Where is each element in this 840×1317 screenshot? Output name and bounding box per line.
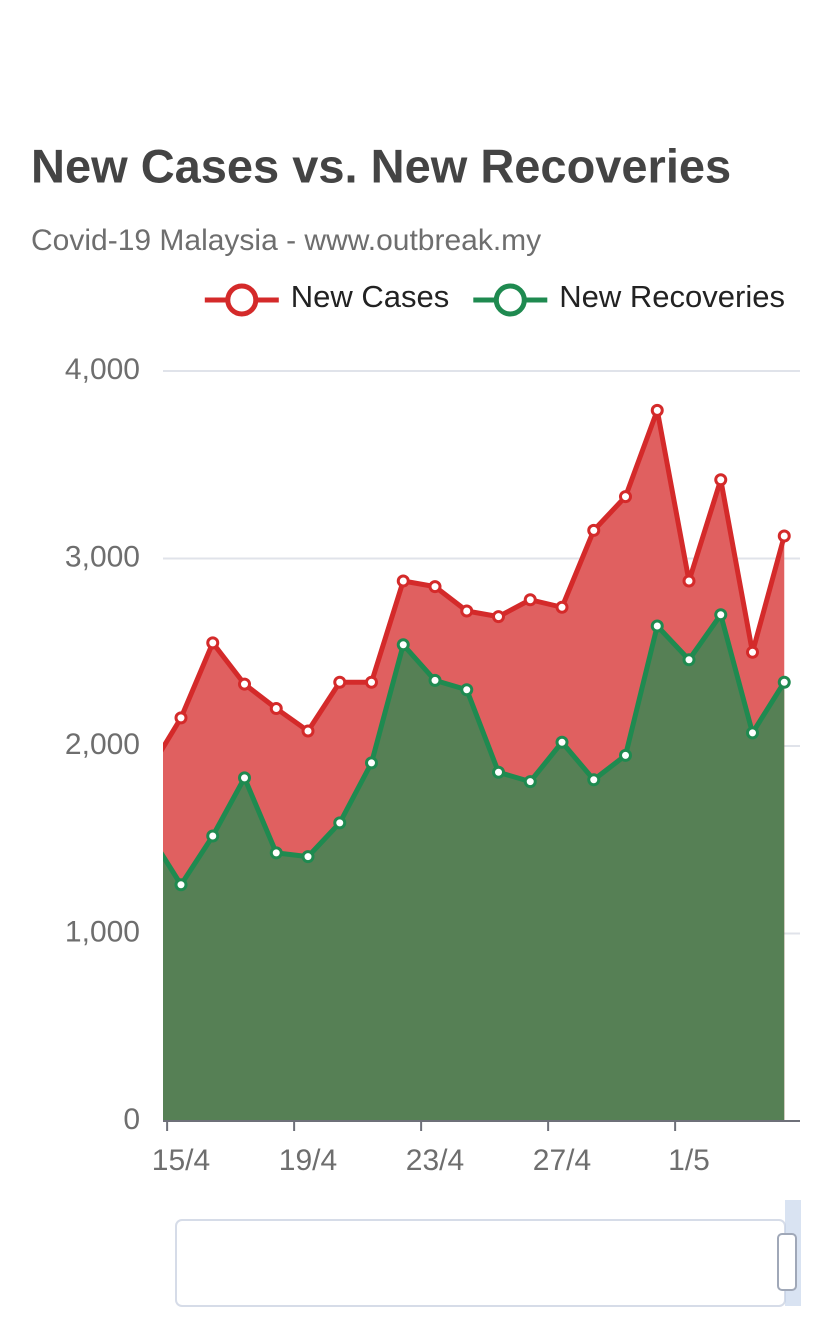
point	[206, 636, 220, 650]
y-tick-label: 2,000	[65, 728, 140, 761]
point	[206, 829, 220, 843]
point	[555, 600, 569, 614]
x-tick-label: 1/5	[668, 1144, 710, 1177]
point	[650, 403, 664, 417]
point	[301, 724, 315, 738]
point	[587, 773, 601, 787]
legend-marker	[493, 283, 527, 317]
legend: New Recoveries New Cases	[204, 279, 785, 317]
point	[428, 580, 442, 594]
point	[777, 529, 791, 543]
point	[714, 608, 728, 622]
zoom-frame	[175, 1219, 786, 1307]
point	[587, 523, 601, 537]
point	[523, 775, 537, 789]
point	[365, 756, 378, 770]
chart-subtitle: Covid-19 Malaysia - www.outbreak.my	[31, 224, 541, 257]
point	[333, 675, 347, 689]
point	[460, 604, 474, 618]
point	[396, 574, 410, 588]
point	[555, 735, 569, 749]
x-tick-label: 15/4	[152, 1144, 210, 1177]
point	[619, 748, 632, 762]
legend-label: New Recoveries	[559, 279, 785, 314]
y-tick-label: 1,000	[65, 915, 140, 948]
point	[301, 850, 315, 864]
point	[777, 675, 791, 689]
chart-title: New Cases vs. New Recoveries	[31, 139, 731, 192]
point	[650, 619, 664, 633]
x-tick-label: 27/4	[533, 1144, 591, 1177]
point	[428, 673, 442, 687]
point	[238, 771, 251, 785]
point	[174, 711, 188, 725]
x-tick-label: 19/4	[279, 1144, 337, 1177]
point	[269, 846, 283, 860]
point	[746, 645, 759, 659]
plot-area	[144, 403, 791, 1121]
point	[144, 765, 154, 775]
zoom-handle[interactable]	[777, 1233, 797, 1291]
point	[238, 677, 251, 691]
legend-label: New Cases	[291, 279, 450, 314]
point	[174, 878, 188, 892]
point	[144, 829, 154, 839]
legend-marker	[225, 283, 259, 317]
point	[682, 574, 696, 588]
area	[163, 614, 785, 1121]
point	[460, 683, 474, 697]
x-tick-label: 23/4	[406, 1144, 464, 1177]
point	[396, 638, 410, 652]
point	[365, 675, 378, 689]
point	[523, 593, 537, 607]
point	[746, 726, 759, 740]
axes: 0 1,000 2,000 3,000 4,000 15/4 19/4 23/4 27/4 1/5	[65, 353, 800, 1177]
point	[619, 490, 632, 504]
point	[333, 816, 347, 830]
point	[682, 653, 696, 667]
point	[492, 765, 505, 779]
y-tick-label: 4,000	[65, 353, 140, 386]
point	[714, 473, 728, 487]
y-tick-label: 3,000	[65, 540, 140, 573]
point	[492, 610, 505, 624]
data-zoom[interactable]	[175, 1200, 801, 1307]
y-tick-label: 0	[123, 1103, 140, 1136]
point	[269, 702, 283, 715]
